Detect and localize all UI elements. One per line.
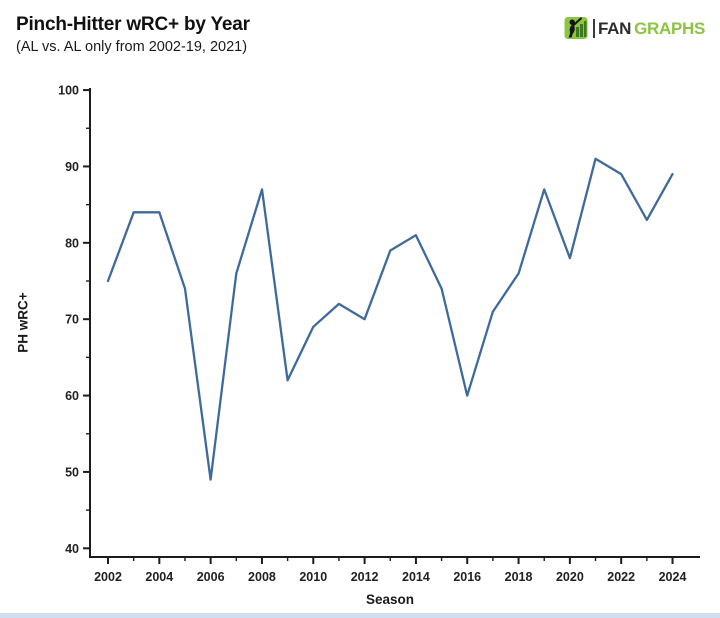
x-tick-label: 2016 <box>453 570 481 584</box>
fangraphs-logo: FAN GRAPHS <box>564 16 705 40</box>
x-tick-label: 2004 <box>145 570 173 584</box>
x-axis-title: Season <box>365 592 415 607</box>
y-tick-label: 90 <box>65 160 79 174</box>
y-tick-label: 70 <box>65 313 79 327</box>
logo-text-fan: FAN <box>597 18 632 38</box>
axis-lines <box>89 88 700 558</box>
x-tick-label: 2002 <box>94 570 122 584</box>
y-tick-label: 100 <box>58 84 79 98</box>
x-tick-label: 2024 <box>659 570 687 584</box>
page-title: Pinch-Hitter wRC+ by Year <box>16 14 250 35</box>
wrc-plus-line <box>106 157 674 481</box>
fangraphs-batter-icon <box>564 17 588 39</box>
x-tick-label: 2010 <box>299 570 327 584</box>
logo-separator-bar <box>592 18 595 38</box>
x-tick-label: 2012 <box>351 570 379 584</box>
y-tick-label: 80 <box>65 236 79 250</box>
y-tick-label: 60 <box>65 389 79 403</box>
y-tick-label: 40 <box>65 542 79 556</box>
x-tick-label: 2020 <box>556 570 584 584</box>
x-tick-label: 2018 <box>505 570 533 584</box>
logo-text-graphs: GRAPHS <box>634 18 705 38</box>
x-tick-label: 2008 <box>248 570 276 584</box>
y-axis-title: PH wRC+ <box>15 292 31 353</box>
x-tick-label: 2006 <box>197 570 225 584</box>
x-tick-label: 2014 <box>402 570 430 584</box>
x-tick-label: 2022 <box>607 570 635 584</box>
y-tick-label: 50 <box>65 465 79 479</box>
page-subtitle: (AL vs. AL only from 2002-19, 2021) <box>16 39 248 55</box>
bottom-strip <box>0 613 720 618</box>
chart-header: Pinch-Hitter wRC+ by Year (AL vs. AL onl… <box>16 14 250 55</box>
